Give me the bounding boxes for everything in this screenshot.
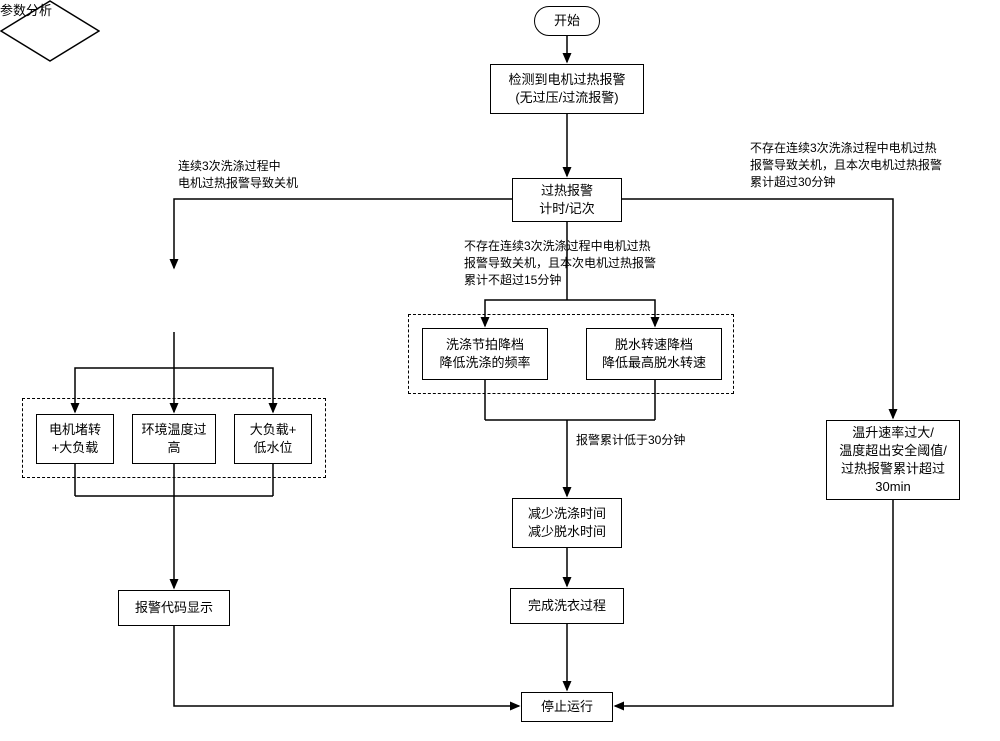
temp-rise-line2: 温度超出安全阈值/ (839, 442, 947, 460)
left-cond-annot: 连续3次洗涤过程中 电机过热报警导致关机 (178, 158, 298, 192)
cause3-line1: 大负载+ (250, 421, 297, 439)
alarm-code-node: 报警代码显示 (118, 590, 230, 626)
start-node: 开始 (534, 6, 600, 36)
right-cond-line3: 累计超过30分钟 (750, 174, 942, 191)
cause1-node: 电机堵转 +大负载 (36, 414, 114, 464)
cause2-node: 环境温度过 高 (132, 414, 216, 464)
stop-label: 停止运行 (541, 698, 593, 716)
cause2-line1: 环境温度过 (141, 421, 206, 439)
start-label: 开始 (554, 12, 580, 30)
cause1-line1: 电机堵转 (49, 421, 101, 439)
timer-line2: 计时/记次 (539, 200, 595, 218)
right-cond-line1: 不存在连续3次洗涤过程中电机过热 (750, 140, 942, 157)
cause3-line2: 低水位 (250, 439, 297, 457)
spin-speed-line1: 脱水转速降档 (602, 336, 706, 354)
right-cond-annot: 不存在连续3次洗涤过程中电机过热 报警导致关机，且本次电机过热报警 累计超过30… (750, 140, 942, 190)
wash-freq-line2: 降低洗涤的频率 (439, 354, 530, 372)
mid-cond-line1: 不存在连续3次洗涤过程中电机过热 (464, 238, 656, 255)
param-decision: 参数分析 (0, 0, 100, 60)
alarm-code-label: 报警代码显示 (135, 599, 213, 617)
mid-cond-annot: 不存在连续3次洗涤过程中电机过热 报警导致关机，且本次电机过热报警 累计不超过1… (464, 238, 656, 288)
left-cond-line2: 电机过热报警导致关机 (178, 175, 298, 192)
reduce-time-line2: 减少脱水时间 (528, 523, 606, 541)
reduce-time-node: 减少洗涤时间 减少脱水时间 (512, 498, 622, 548)
cause3-node: 大负载+ 低水位 (234, 414, 312, 464)
spin-speed-line2: 降低最高脱水转速 (602, 354, 706, 372)
detect-line1: 检测到电机过热报警 (508, 71, 625, 89)
right-cond-line2: 报警导致关机，且本次电机过热报警 (750, 157, 942, 174)
left-cond-line1: 连续3次洗涤过程中 (178, 158, 298, 175)
param-label: 参数分析 (0, 3, 52, 18)
temp-rise-line1: 温升速率过大/ (839, 424, 947, 442)
detect-line2: (无过压/过流报警) (508, 89, 625, 107)
mid-cond-line2: 报警导致关机，且本次电机过热报警 (464, 255, 656, 272)
timer-node: 过热报警 计时/记次 (512, 178, 622, 222)
wash-freq-line1: 洗涤节拍降档 (439, 336, 530, 354)
temp-rise-node: 温升速率过大/ 温度超出安全阈值/ 过热报警累计超过 30min (826, 420, 960, 500)
complete-node: 完成洗衣过程 (510, 588, 624, 624)
temp-rise-line4: 30min (839, 478, 947, 496)
below-dash-label: 报警累计低于30分钟 (576, 433, 685, 447)
cause1-line2: +大负载 (49, 439, 101, 457)
spin-speed-node: 脱水转速降档 降低最高脱水转速 (586, 328, 722, 380)
wash-freq-node: 洗涤节拍降档 降低洗涤的频率 (422, 328, 548, 380)
reduce-time-line1: 减少洗涤时间 (528, 505, 606, 523)
cause2-line2: 高 (141, 439, 206, 457)
timer-line1: 过热报警 (539, 182, 595, 200)
stop-node: 停止运行 (521, 692, 613, 722)
detect-node: 检测到电机过热报警 (无过压/过流报警) (490, 64, 644, 114)
mid-cond-line3: 累计不超过15分钟 (464, 272, 656, 289)
below-dash-annot: 报警累计低于30分钟 (576, 432, 685, 449)
temp-rise-line3: 过热报警累计超过 (839, 460, 947, 478)
complete-label: 完成洗衣过程 (528, 597, 606, 615)
